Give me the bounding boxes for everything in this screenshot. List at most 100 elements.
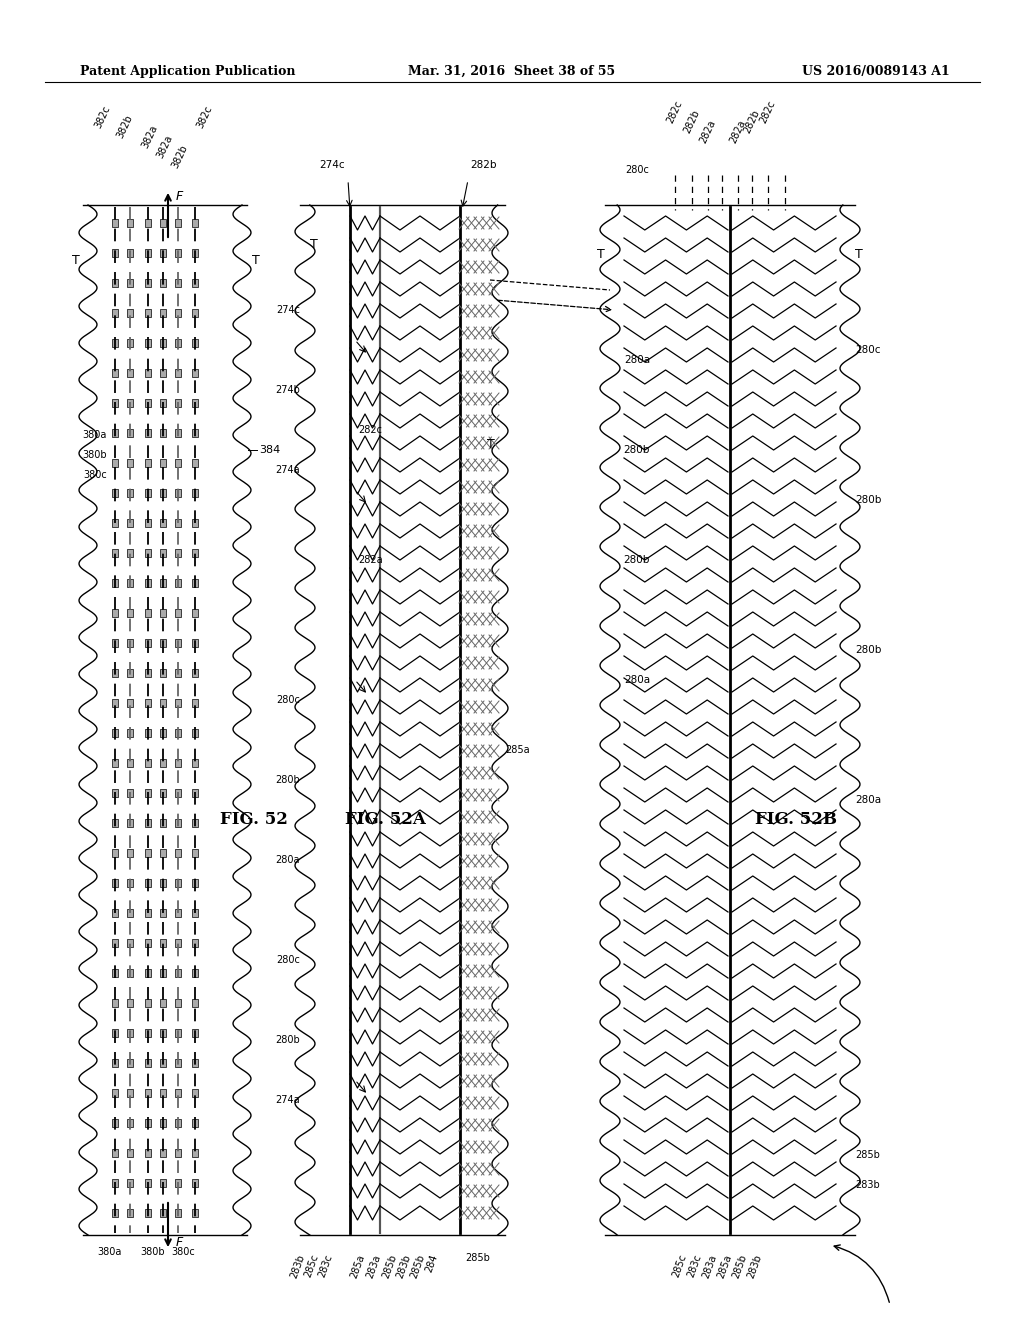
Bar: [175, 519, 181, 527]
Bar: [175, 429, 181, 437]
Bar: [145, 639, 151, 647]
Bar: [160, 429, 166, 437]
Bar: [145, 1148, 151, 1158]
Bar: [145, 579, 151, 587]
Bar: [145, 459, 151, 467]
Bar: [127, 219, 133, 227]
Bar: [193, 579, 198, 587]
Bar: [112, 849, 118, 857]
Text: 283b: 283b: [289, 1253, 307, 1279]
Bar: [193, 339, 198, 347]
Bar: [160, 399, 166, 407]
Bar: [112, 1179, 118, 1187]
Bar: [127, 969, 133, 977]
Bar: [112, 309, 118, 317]
Bar: [145, 1209, 151, 1217]
Bar: [193, 219, 198, 227]
Text: 285a: 285a: [349, 1253, 367, 1279]
Bar: [175, 1148, 181, 1158]
Bar: [175, 309, 181, 317]
Bar: [127, 849, 133, 857]
Bar: [127, 939, 133, 946]
Bar: [112, 579, 118, 587]
Bar: [112, 939, 118, 946]
Text: 282a: 282a: [728, 119, 748, 145]
Bar: [127, 1059, 133, 1067]
Bar: [193, 309, 198, 317]
Text: 283c: 283c: [686, 1253, 703, 1279]
Bar: [127, 1148, 133, 1158]
Text: FIG. 52A: FIG. 52A: [345, 812, 426, 829]
Bar: [160, 279, 166, 286]
Text: 283b: 283b: [395, 1253, 413, 1279]
Bar: [160, 1030, 166, 1038]
Bar: [193, 1119, 198, 1127]
Text: 285b: 285b: [381, 1253, 399, 1280]
Text: 384: 384: [259, 445, 281, 455]
Text: 380a: 380a: [83, 430, 106, 440]
Bar: [127, 669, 133, 677]
Bar: [145, 818, 151, 828]
Bar: [193, 1030, 198, 1038]
Bar: [193, 759, 198, 767]
Bar: [112, 879, 118, 887]
Bar: [160, 1119, 166, 1127]
Text: 280a: 280a: [275, 855, 300, 865]
Bar: [112, 818, 118, 828]
Bar: [145, 879, 151, 887]
Bar: [145, 789, 151, 797]
Text: T: T: [252, 253, 260, 267]
Bar: [112, 249, 118, 257]
Bar: [127, 999, 133, 1007]
Bar: [160, 339, 166, 347]
Text: 285b: 285b: [731, 1253, 749, 1280]
Bar: [127, 309, 133, 317]
Text: 382c: 382c: [93, 104, 113, 129]
Bar: [175, 849, 181, 857]
Bar: [145, 549, 151, 557]
Bar: [145, 969, 151, 977]
Text: 285c: 285c: [303, 1253, 321, 1279]
Text: 382a: 382a: [156, 133, 175, 160]
Bar: [145, 429, 151, 437]
Bar: [160, 1148, 166, 1158]
Bar: [112, 1148, 118, 1158]
Bar: [112, 669, 118, 677]
Bar: [193, 488, 198, 498]
Bar: [112, 999, 118, 1007]
Text: 283a: 283a: [366, 1253, 383, 1279]
Bar: [175, 729, 181, 737]
Bar: [160, 549, 166, 557]
Bar: [145, 700, 151, 708]
Text: T: T: [310, 239, 317, 252]
Bar: [145, 219, 151, 227]
Bar: [127, 279, 133, 286]
Bar: [145, 279, 151, 286]
Text: 280a: 280a: [624, 675, 650, 685]
Bar: [127, 609, 133, 616]
Bar: [145, 1089, 151, 1097]
Text: T: T: [487, 438, 495, 451]
Text: 285b: 285b: [855, 1150, 880, 1160]
Bar: [145, 939, 151, 946]
Bar: [127, 909, 133, 917]
Bar: [175, 279, 181, 286]
Bar: [145, 759, 151, 767]
Bar: [175, 759, 181, 767]
Bar: [193, 549, 198, 557]
Bar: [175, 879, 181, 887]
Text: 282b: 282b: [742, 108, 762, 135]
Bar: [145, 488, 151, 498]
Bar: [145, 729, 151, 737]
Bar: [127, 249, 133, 257]
Bar: [127, 488, 133, 498]
Bar: [160, 459, 166, 467]
Bar: [193, 879, 198, 887]
Bar: [145, 399, 151, 407]
Bar: [160, 488, 166, 498]
Bar: [112, 429, 118, 437]
Text: 382a: 382a: [140, 124, 160, 150]
Bar: [112, 969, 118, 977]
Bar: [175, 669, 181, 677]
Bar: [145, 309, 151, 317]
